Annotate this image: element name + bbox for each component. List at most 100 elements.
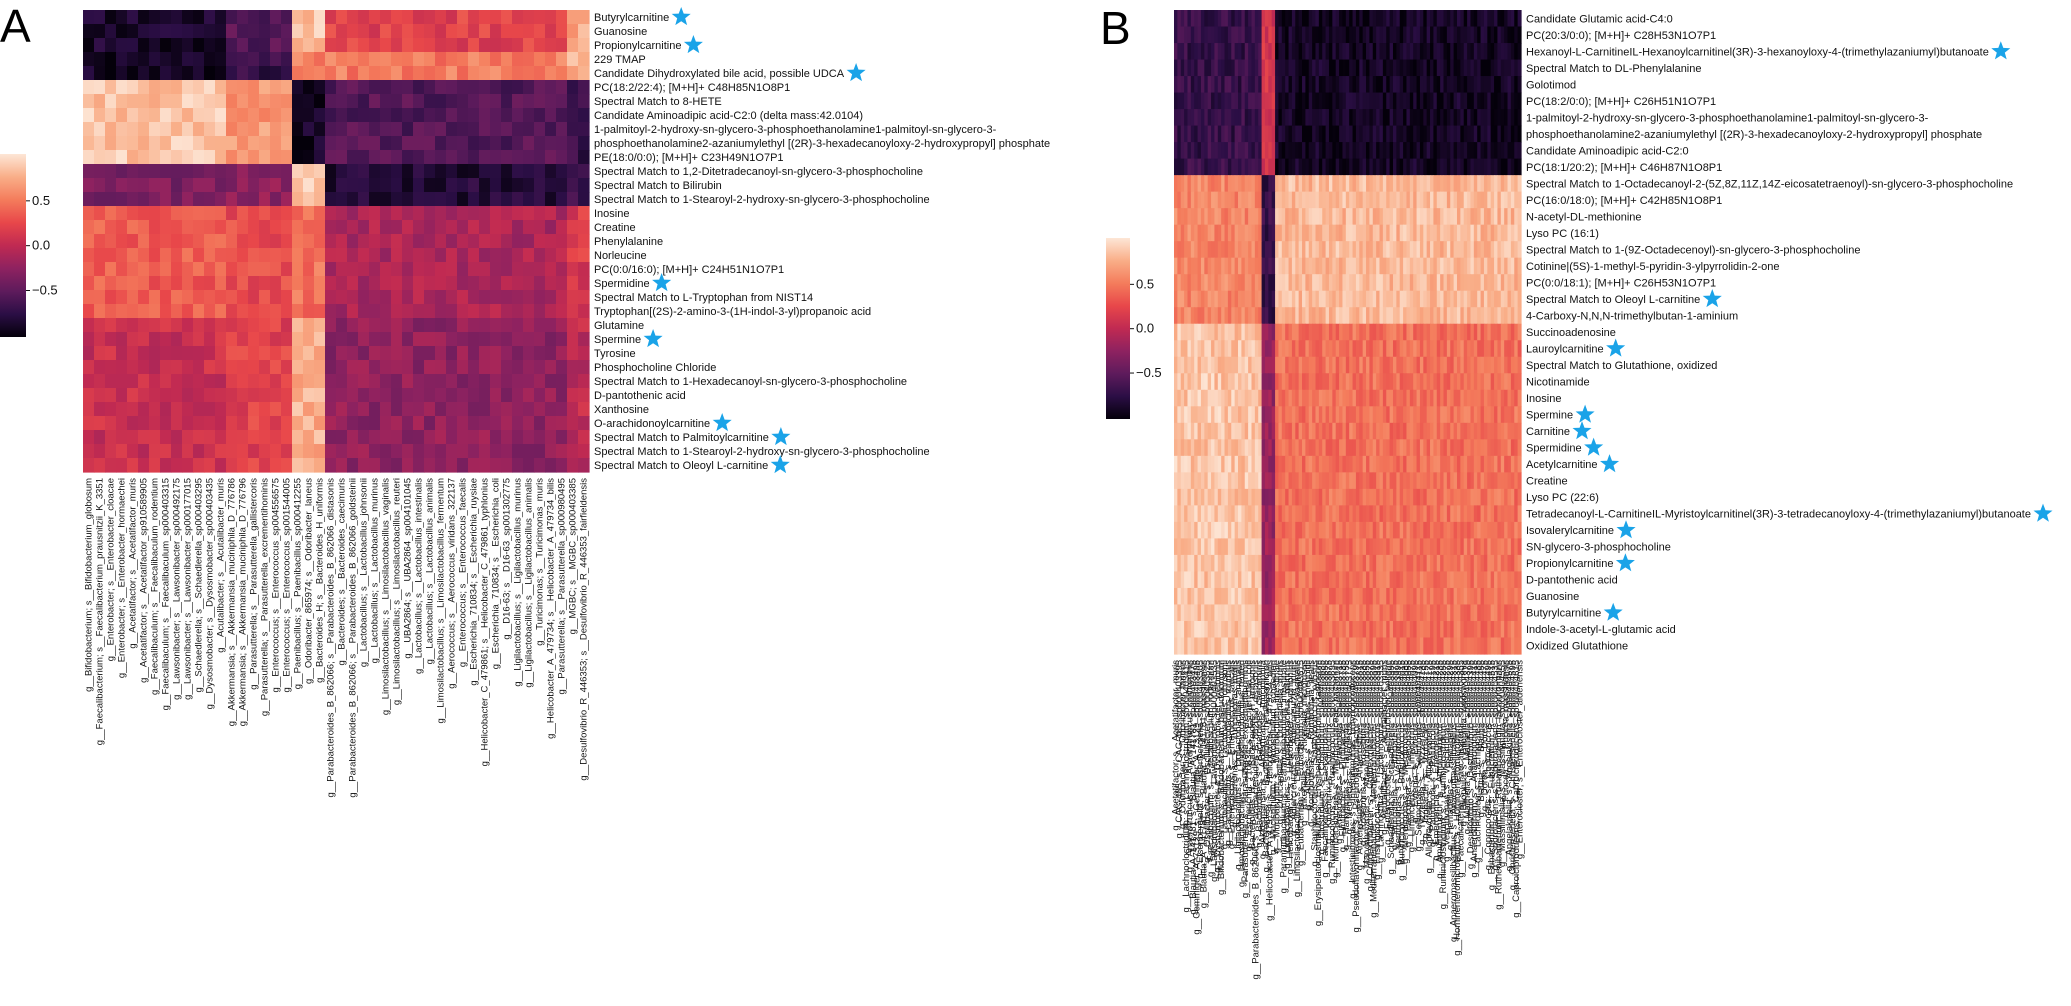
heatmap-cell xyxy=(94,416,106,431)
heatmap-cell xyxy=(446,360,458,375)
heatmap-cell xyxy=(1477,274,1482,292)
heatmap-cell xyxy=(1517,125,1522,143)
heatmap-cell xyxy=(1483,125,1488,143)
heatmap-cell xyxy=(1372,241,1377,259)
heatmap-cell xyxy=(1403,59,1408,77)
heatmap-cell xyxy=(1487,488,1492,506)
heatmap-cell xyxy=(446,164,458,179)
heatmap-cell xyxy=(1352,373,1357,391)
heatmap-cell xyxy=(1278,274,1283,292)
heatmap-cell xyxy=(1362,59,1367,77)
heatmap-cell xyxy=(1254,241,1259,259)
heatmap-cell xyxy=(1332,389,1337,407)
heatmap-cell xyxy=(1369,158,1374,176)
heatmap-cell xyxy=(1241,109,1246,127)
row-label: Spectral Match to Palmitoylcarnitine xyxy=(594,432,769,444)
heatmap-cell xyxy=(182,94,194,109)
heatmap-cell xyxy=(1241,76,1246,94)
heatmap-cell xyxy=(1339,340,1344,358)
heatmap-cell xyxy=(1281,142,1286,160)
heatmap-cell xyxy=(1369,142,1374,160)
heatmap-cell xyxy=(1271,472,1276,490)
heatmap-cell xyxy=(1366,10,1370,28)
heatmap-cell xyxy=(1480,43,1485,61)
heatmap-cell xyxy=(1339,538,1344,556)
heatmap-cell xyxy=(369,108,381,123)
heatmap-cell xyxy=(1372,274,1377,292)
heatmap-cell xyxy=(1278,406,1283,424)
heatmap-cell xyxy=(402,388,414,403)
heatmap-cell xyxy=(127,192,139,207)
heatmap-cell xyxy=(1453,340,1458,358)
heatmap-cell xyxy=(1224,241,1229,259)
heatmap-cell xyxy=(127,304,139,319)
heatmap-cell xyxy=(1379,158,1384,176)
heatmap-cell xyxy=(1190,307,1195,325)
heatmap-cell xyxy=(1507,109,1512,127)
heatmap-cell xyxy=(226,430,238,445)
heatmap-cell xyxy=(204,122,216,137)
heatmap-cell xyxy=(358,276,370,291)
heatmap-cell xyxy=(259,150,271,165)
heatmap-cell xyxy=(1470,406,1475,424)
heatmap-cell xyxy=(1396,389,1401,407)
heatmap-cell xyxy=(1335,439,1340,457)
column-label: g__Ligilactobacillus; s__Ligilactobacill… xyxy=(524,478,535,688)
heatmap-cell xyxy=(446,108,458,123)
heatmap-cell xyxy=(523,192,535,207)
heatmap-cell xyxy=(1430,422,1435,440)
heatmap-cell xyxy=(1271,340,1276,358)
heatmap-cell xyxy=(292,164,304,179)
heatmap-cell xyxy=(171,122,183,137)
heatmap-cell xyxy=(325,318,337,333)
heatmap-cell xyxy=(171,458,183,473)
heatmap-cell xyxy=(1194,241,1199,259)
heatmap-cell xyxy=(1241,92,1246,110)
heatmap-cell xyxy=(127,360,139,375)
heatmap-cell xyxy=(512,136,524,151)
heatmap-cell xyxy=(1221,158,1226,176)
heatmap-cell xyxy=(1217,208,1222,226)
heatmap-cell xyxy=(1355,257,1360,275)
heatmap-cell xyxy=(1227,224,1232,242)
heatmap-cell xyxy=(160,178,172,193)
heatmap-cell xyxy=(424,136,436,151)
heatmap-cell xyxy=(270,178,282,193)
heatmap-cell xyxy=(501,94,513,109)
heatmap-cell xyxy=(501,402,513,417)
heatmap-cell xyxy=(1318,175,1323,193)
heatmap-cell xyxy=(468,430,480,445)
heatmap-cell xyxy=(1174,76,1178,94)
heatmap-cell xyxy=(1403,257,1408,275)
heatmap-cell xyxy=(1487,224,1492,242)
heatmap-cell xyxy=(424,430,436,445)
heatmap-cell xyxy=(138,164,150,179)
heatmap-cell xyxy=(512,38,524,53)
heatmap-cell xyxy=(424,24,436,39)
heatmap-cell xyxy=(314,290,326,305)
heatmap-cell xyxy=(1399,422,1404,440)
heatmap-cell xyxy=(193,10,205,25)
heatmap-cell xyxy=(1227,439,1232,457)
heatmap-cell xyxy=(1392,241,1397,259)
heatmap-cell xyxy=(182,52,194,67)
heatmap-cell xyxy=(171,38,183,53)
heatmap-cell xyxy=(413,388,425,403)
heatmap-cell xyxy=(1258,224,1263,242)
heatmap-cell xyxy=(1244,290,1249,308)
heatmap-cell xyxy=(259,122,271,137)
heatmap-cell xyxy=(1382,422,1387,440)
heatmap-cell xyxy=(1392,521,1397,540)
heatmap-cell xyxy=(94,178,106,193)
heatmap-cell xyxy=(1413,290,1418,308)
heatmap-cell xyxy=(1342,290,1347,308)
heatmap-cell xyxy=(1190,290,1195,308)
heatmap-cell xyxy=(1278,538,1283,556)
heatmap-cell xyxy=(1369,521,1374,540)
heatmap-cell xyxy=(1190,505,1195,523)
heatmap-cell xyxy=(1517,208,1522,226)
heatmap-cell xyxy=(391,178,403,193)
heatmap-cell xyxy=(369,318,381,333)
heatmap-cell xyxy=(1295,538,1300,556)
heatmap-cell xyxy=(1514,472,1519,490)
